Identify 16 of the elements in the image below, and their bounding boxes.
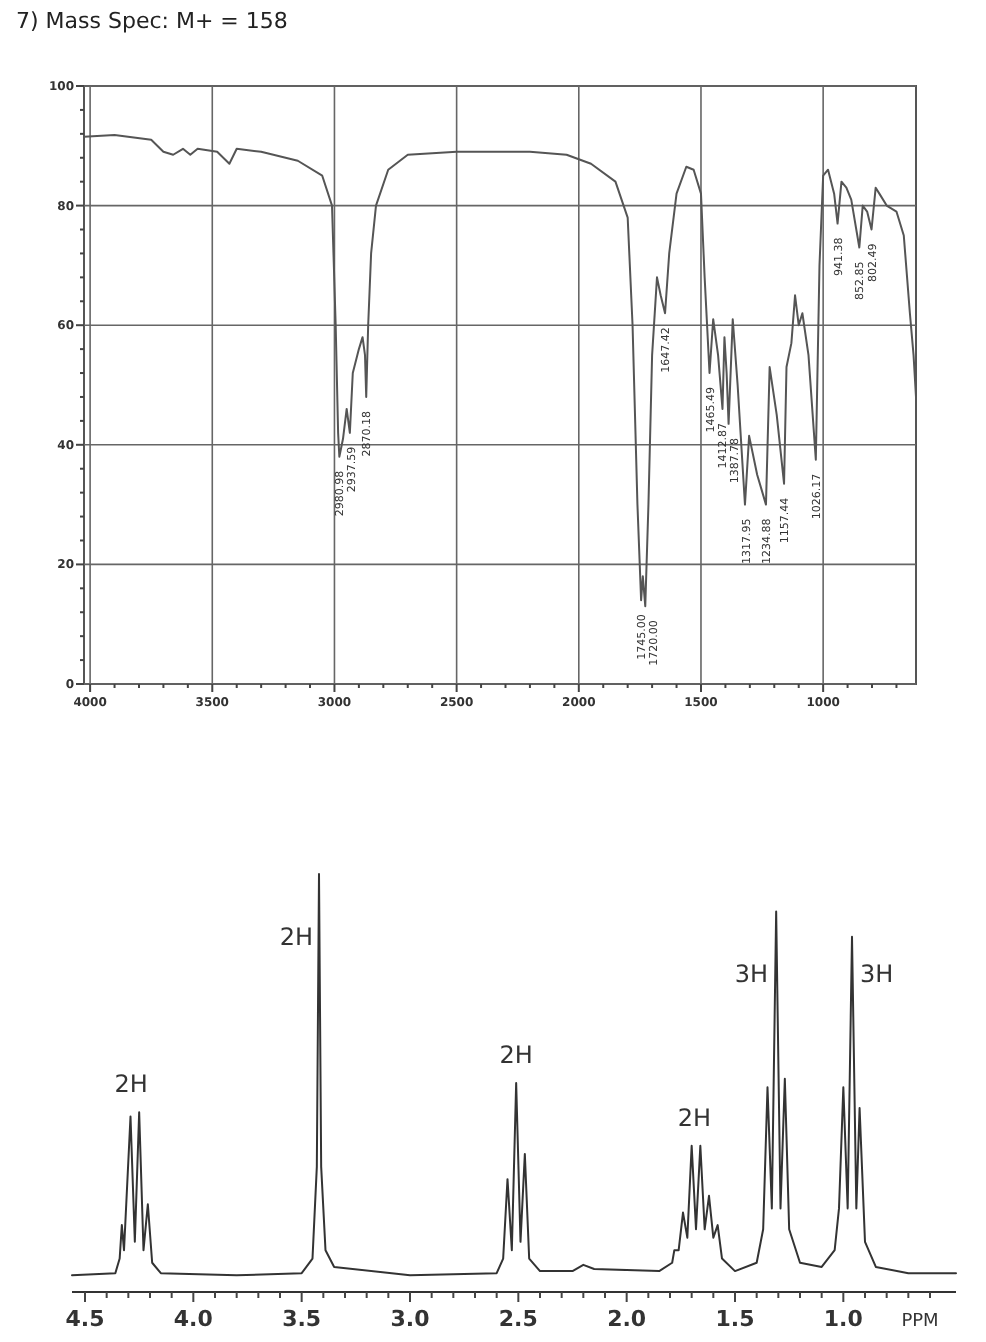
x-tick-label: 3.5 xyxy=(282,1306,322,1332)
annotation: 3H xyxy=(860,960,894,989)
annotation: 2H xyxy=(677,1103,712,1132)
x-tick-label: 2.5 xyxy=(498,1306,538,1332)
x-axis-title: PPM xyxy=(901,1312,939,1332)
annotation: 3H xyxy=(734,960,769,989)
annotation: 2H xyxy=(499,1041,533,1069)
chart-title: 7) Mass Spec: M+ = 158 xyxy=(16,8,288,34)
x-tick-label: 4.0 xyxy=(173,1306,214,1332)
annotation: 2H xyxy=(114,1070,148,1099)
x-tick-label: 1.0 xyxy=(823,1306,864,1332)
x-tick-label: 2.0 xyxy=(607,1306,647,1332)
annotation: 2H xyxy=(279,922,313,951)
x-tick-label: 3.0 xyxy=(390,1306,431,1332)
x-tick-label: 4.5 xyxy=(65,1306,105,1332)
x-tick-label: 1.5 xyxy=(715,1306,755,1332)
